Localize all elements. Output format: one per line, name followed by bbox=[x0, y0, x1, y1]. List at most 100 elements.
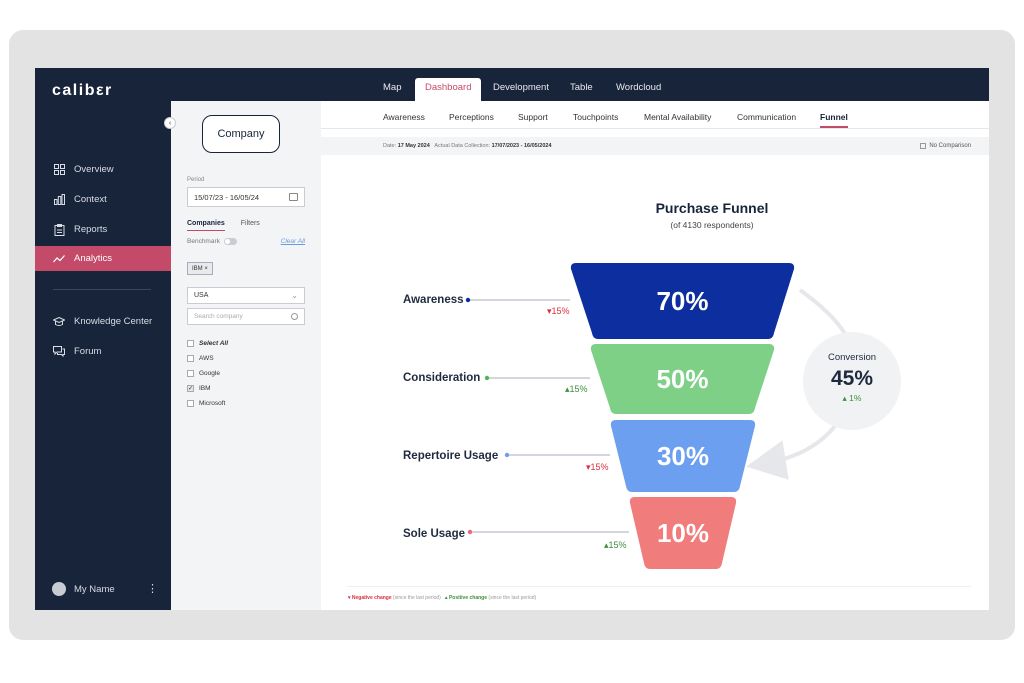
funnel-value-awareness: 70% bbox=[656, 286, 708, 316]
funnel-title: Purchase Funnel bbox=[655, 200, 769, 216]
grid-icon bbox=[53, 164, 65, 176]
legend-positive-note: (since the last period) bbox=[488, 595, 537, 601]
subtab-funnel[interactable]: Funnel bbox=[820, 112, 848, 128]
sidebar-item-context[interactable]: Context bbox=[35, 187, 171, 212]
legend-divider bbox=[347, 586, 971, 587]
change-value: 1% bbox=[849, 393, 862, 403]
funnel-stage-repertoire-usage[interactable] bbox=[610, 420, 756, 492]
conversion-change: ▴ 1% bbox=[842, 393, 862, 403]
benchmark-label: Benchmark bbox=[187, 238, 220, 245]
subtab-awareness[interactable]: Awareness bbox=[383, 112, 425, 122]
funnel-stage-consideration[interactable] bbox=[590, 344, 775, 414]
date-label: Date: bbox=[383, 143, 397, 149]
sidebar-item-label: Overview bbox=[74, 164, 114, 175]
legend-negative-label: ▾ Negative change bbox=[348, 595, 392, 601]
sidebar-item-label: Context bbox=[74, 194, 107, 205]
checkbox-label: IBM bbox=[199, 385, 211, 392]
graduation-cap-icon bbox=[53, 316, 65, 328]
stage-dot-awareness bbox=[465, 297, 471, 303]
subtab-communication[interactable]: Communication bbox=[737, 112, 797, 122]
stage-label-awareness: Awareness bbox=[403, 294, 464, 306]
search-company-input[interactable]: Search company bbox=[187, 308, 305, 325]
checkbox-label: Microsoft bbox=[199, 400, 226, 407]
company-list: Select All AWS Google ✓ IBM Microsoft bbox=[187, 336, 228, 411]
user-name: My Name bbox=[74, 583, 115, 595]
tab-table[interactable]: Table bbox=[570, 82, 593, 93]
legend-negative-note: (since the last period) bbox=[393, 595, 441, 601]
company-badge[interactable]: Company bbox=[202, 115, 280, 153]
checkbox-box[interactable] bbox=[187, 400, 194, 407]
company-checkbox-ibm[interactable]: ✓ IBM bbox=[187, 381, 228, 396]
sidebar-item-label: Knowledge Center bbox=[74, 316, 153, 327]
checkbox-box[interactable] bbox=[187, 370, 194, 377]
top-nav: Map Dashboard Development Table Wordclou… bbox=[171, 68, 989, 101]
change-repertoire-usage: ▾15% bbox=[586, 462, 609, 472]
checkbox-box[interactable] bbox=[187, 355, 194, 362]
period-input[interactable]: 15/07/23 - 16/05/24 bbox=[187, 187, 305, 207]
sidebar-item-label: Analytics bbox=[74, 253, 113, 264]
collection-label: Actual Data Collection: bbox=[434, 143, 491, 149]
tab-companies[interactable]: Companies bbox=[187, 220, 225, 231]
conversion-badge: Conversion 45% ▴ 1% bbox=[803, 332, 901, 430]
company-checkbox-aws[interactable]: AWS bbox=[187, 351, 228, 366]
kebab-menu-icon[interactable]: ⋮ bbox=[147, 583, 158, 595]
funnel-stage-awareness[interactable] bbox=[570, 263, 795, 339]
tab-filters[interactable]: Filters bbox=[240, 220, 260, 227]
select-all-checkbox[interactable]: Select All bbox=[187, 336, 228, 351]
stage-label-sole-usage: Sole Usage bbox=[403, 528, 465, 540]
period-value: 15/07/23 - 16/05/24 bbox=[194, 192, 260, 202]
legend-positive-text: Positive change bbox=[448, 595, 488, 601]
sidebar: calibεr Overview Context Reports Analyti… bbox=[35, 68, 171, 610]
sidebar-item-analytics[interactable]: Analytics bbox=[35, 246, 171, 271]
company-checkbox-google[interactable]: Google bbox=[187, 366, 228, 381]
tab-wordcloud[interactable]: Wordcloud bbox=[616, 82, 662, 93]
benchmark-toggle[interactable] bbox=[223, 238, 237, 245]
subtab-support[interactable]: Support bbox=[518, 112, 548, 122]
stage-label-consideration: Consideration bbox=[403, 372, 481, 384]
collapse-sidebar-button[interactable]: ‹ bbox=[164, 117, 176, 129]
sub-nav: Awareness Perceptions Support Touchpoint… bbox=[321, 101, 989, 129]
avatar bbox=[52, 582, 66, 596]
user-menu[interactable]: My Name ⋮ bbox=[52, 582, 158, 596]
clear-all-link[interactable]: Clear All bbox=[280, 238, 305, 245]
sidebar-item-overview[interactable]: Overview bbox=[35, 157, 171, 182]
funnel-value-repertoire-usage: 30% bbox=[657, 441, 709, 471]
app-window: calibεr Overview Context Reports Analyti… bbox=[35, 68, 989, 610]
panel-tabs: Companies Filters bbox=[187, 220, 260, 231]
change-value: 15% bbox=[590, 462, 609, 472]
tab-development[interactable]: Development bbox=[493, 82, 549, 93]
conversion-value: 45% bbox=[830, 367, 874, 390]
change-sole-usage: ▴15% bbox=[604, 540, 627, 550]
stage-dot-sole-usage bbox=[467, 529, 473, 535]
checkbox-box[interactable] bbox=[920, 143, 927, 149]
selected-company-chip[interactable]: IBM × bbox=[187, 262, 213, 275]
sidebar-item-knowledge-center[interactable]: Knowledge Center bbox=[35, 309, 171, 334]
search-icon bbox=[291, 313, 298, 320]
funnel-value-sole-usage: 10% bbox=[657, 518, 709, 548]
checkbox-box[interactable] bbox=[187, 340, 194, 347]
benchmark-row: Benchmark Clear All bbox=[187, 238, 305, 245]
subtab-perceptions[interactable]: Perceptions bbox=[449, 112, 494, 122]
company-checkbox-microsoft[interactable]: Microsoft bbox=[187, 396, 228, 411]
subtab-touchpoints[interactable]: Touchpoints bbox=[573, 112, 619, 122]
funnel-stage-sole-usage[interactable] bbox=[629, 497, 737, 569]
change-value: 15% bbox=[551, 306, 570, 316]
subtab-mental-availability[interactable]: Mental Availability bbox=[644, 112, 712, 122]
calendar-icon[interactable] bbox=[289, 193, 298, 201]
change-value: 15% bbox=[569, 384, 588, 394]
period-label: Period bbox=[187, 177, 205, 183]
no-comparison-toggle[interactable]: No Comparison bbox=[920, 143, 971, 149]
conversion-arrow-icon bbox=[746, 424, 837, 480]
chevron-down-icon: ⌄ bbox=[291, 291, 298, 300]
country-select[interactable]: USA ⌄ bbox=[187, 287, 305, 304]
tab-map[interactable]: Map bbox=[383, 82, 402, 93]
clipboard-icon bbox=[53, 223, 65, 236]
sidebar-divider bbox=[53, 289, 151, 290]
checkbox-box[interactable]: ✓ bbox=[187, 385, 194, 392]
tab-dashboard[interactable]: Dashboard bbox=[415, 78, 482, 101]
country-value: USA bbox=[194, 292, 209, 299]
sidebar-item-reports[interactable]: Reports bbox=[35, 217, 171, 242]
stage-dot-consideration bbox=[484, 375, 490, 381]
sidebar-item-forum[interactable]: Forum bbox=[35, 339, 171, 364]
change-awareness: ▾15% bbox=[547, 306, 570, 316]
